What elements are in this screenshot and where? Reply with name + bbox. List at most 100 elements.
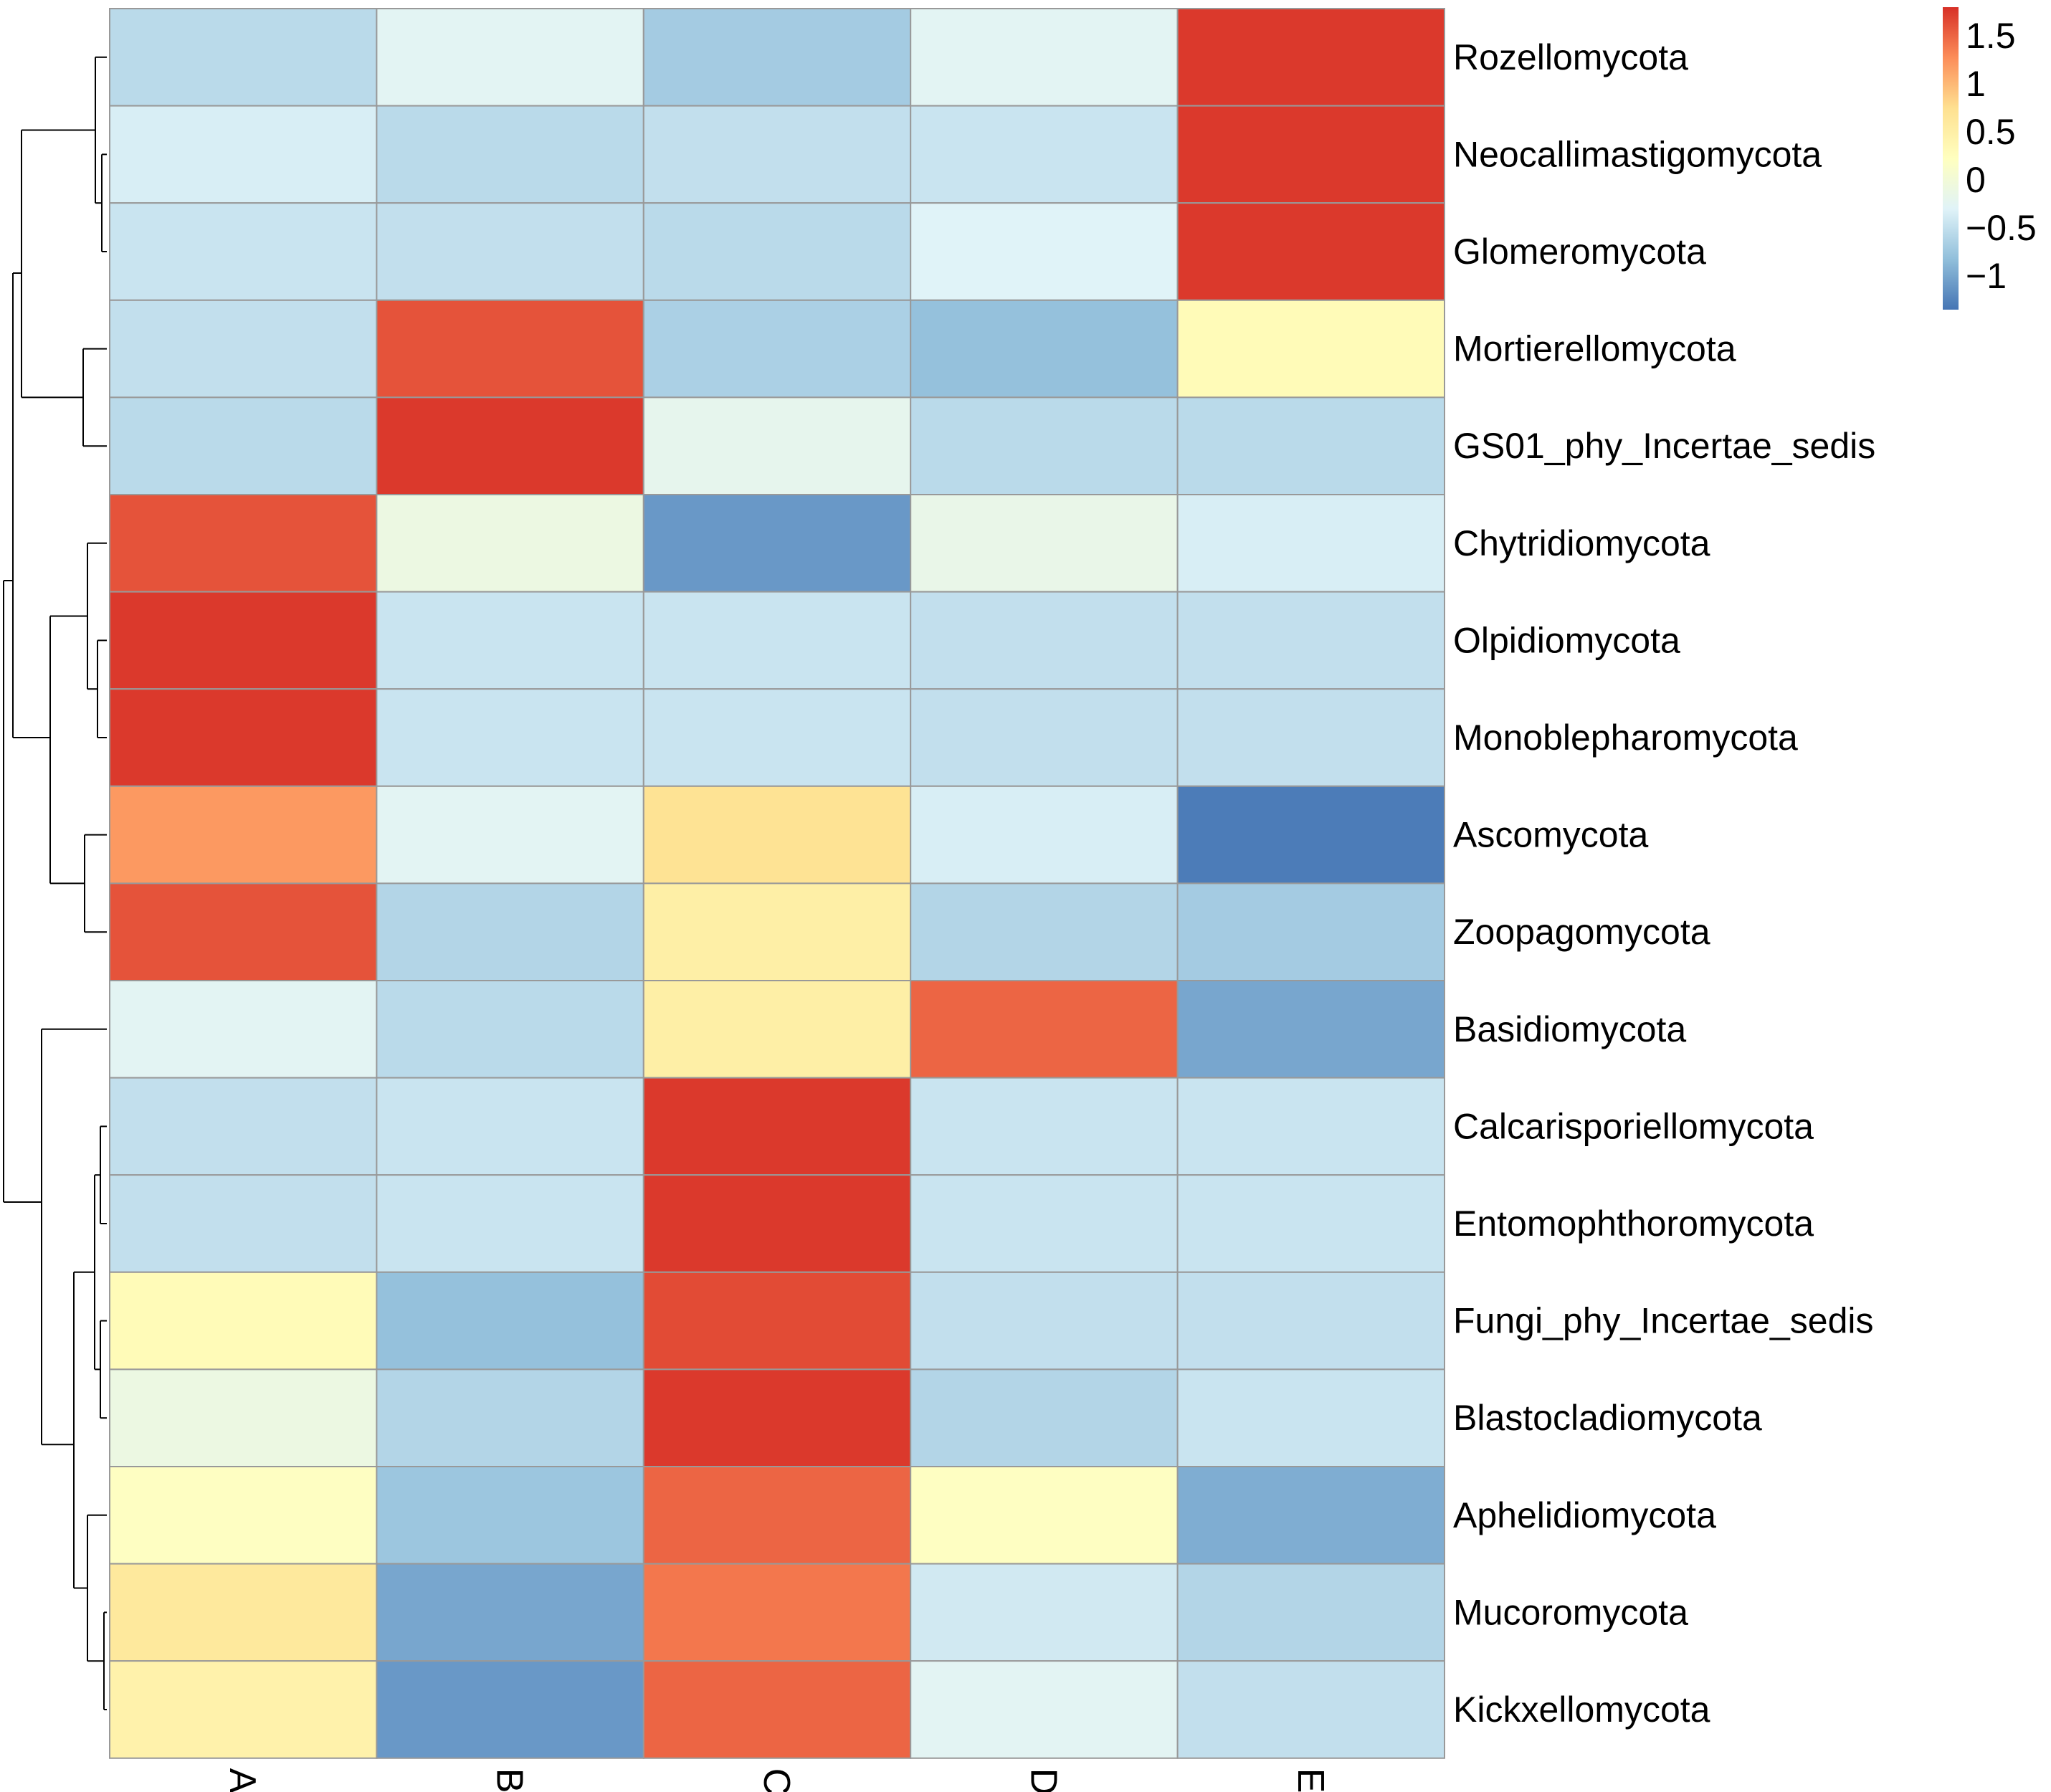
- row-labels: Rozellomycota Neocallimastigomycota Glomer…: [1453, 37, 1875, 1730]
- heatmap-cell-11-B: [376, 980, 644, 1079]
- heatmap-cell-12-C: [642, 1077, 912, 1176]
- row-label: GS01_phy_Incertae_sedis: [1453, 426, 1875, 466]
- heatmap-cell-8-E: [1176, 688, 1445, 787]
- heatmap-cell-16-C: [642, 1466, 912, 1565]
- heatmap-cell-4-C: [642, 299, 912, 399]
- legend-tick-label: −0.5: [1966, 208, 2037, 248]
- row-label: Mucoromycota: [1453, 1592, 1688, 1632]
- heatmap-cell-14-D: [910, 1271, 1179, 1371]
- heatmap-cell-5-C: [642, 396, 912, 496]
- heatmap-cell-4-E: [1176, 299, 1445, 399]
- legend-tick-label: 0: [1966, 160, 1986, 200]
- heatmap-cell-16-D: [910, 1466, 1179, 1565]
- heatmap-cell-9-C: [642, 785, 912, 885]
- heatmap-cell-10-C: [642, 882, 912, 982]
- heatmap-cells: [109, 8, 1445, 1759]
- heatmap-cell-11-D: [910, 980, 1179, 1079]
- heatmap-cell-1-A: [109, 8, 378, 107]
- heatmap-cell-5-E: [1176, 396, 1445, 496]
- heatmap-cell-3-B: [376, 202, 644, 301]
- row-label: Neocallimastigomycota: [1453, 134, 1822, 174]
- heatmap-cell-7-D: [910, 591, 1179, 690]
- heatmap-cell-13-B: [376, 1174, 644, 1273]
- heatmap-cell-10-A: [109, 882, 378, 982]
- heatmap-cell-17-A: [109, 1563, 378, 1662]
- heatmap-cell-3-D: [910, 202, 1179, 301]
- column-label: D: [1022, 1768, 1064, 1792]
- heatmap-cell-18-B: [376, 1660, 644, 1759]
- legend-color-bar: [1943, 7, 1959, 310]
- heatmap-cell-14-E: [1176, 1271, 1445, 1371]
- heatmap-cell-15-C: [642, 1368, 912, 1468]
- heatmap-cell-9-E: [1176, 785, 1445, 885]
- row-label: Glomeromycota: [1453, 232, 1706, 272]
- heatmap-cell-12-E: [1176, 1077, 1445, 1176]
- row-label: Kickxellomycota: [1453, 1689, 1710, 1730]
- row-label: Monoblepharomycota: [1453, 718, 1798, 758]
- legend-tick-label: 0.5: [1966, 112, 2016, 152]
- heatmap-cell-15-E: [1176, 1368, 1445, 1468]
- row-label: Mortierellomycota: [1453, 329, 1736, 369]
- heatmap-cell-2-E: [1176, 105, 1445, 204]
- column-label: B: [489, 1768, 530, 1792]
- heatmap-cell-15-A: [109, 1368, 378, 1468]
- heatmap-cell-2-D: [910, 105, 1179, 204]
- heatmap-cell-13-A: [109, 1174, 378, 1273]
- heatmap-cell-15-D: [910, 1368, 1179, 1468]
- heatmap-cell-14-A: [109, 1271, 378, 1371]
- row-label: Ascomycota: [1453, 815, 1649, 855]
- heatmap-cell-13-C: [642, 1174, 912, 1273]
- heatmap-cell-13-D: [910, 1174, 1179, 1273]
- heatmap-cell-4-D: [910, 299, 1179, 399]
- heatmap-cell-16-A: [109, 1466, 378, 1565]
- row-label: Zoopagomycota: [1453, 912, 1710, 952]
- heatmap-cell-14-B: [376, 1271, 644, 1371]
- heatmap-cell-8-C: [642, 688, 912, 787]
- row-label: Chytridiomycota: [1453, 523, 1710, 563]
- heatmap-cell-6-E: [1176, 494, 1445, 593]
- heatmap-cell-2-B: [376, 105, 644, 204]
- heatmap-cell-10-D: [910, 882, 1179, 982]
- column-labels: A B C D E: [222, 1768, 1331, 1792]
- heatmap-cell-9-B: [376, 785, 644, 885]
- heatmap-cell-11-A: [109, 980, 378, 1079]
- heatmap-cell-6-C: [642, 494, 912, 593]
- heatmap-cell-5-B: [376, 396, 644, 496]
- heatmap-cell-7-C: [642, 591, 912, 690]
- legend-tick-label: 1: [1966, 64, 1986, 104]
- heatmap-cell-12-A: [109, 1077, 378, 1176]
- heatmap-cell-3-C: [642, 202, 912, 301]
- heatmap-cell-4-A: [109, 299, 378, 399]
- heatmap-cell-1-C: [642, 8, 912, 107]
- heatmap-cell-1-B: [376, 8, 644, 107]
- heatmap-cell-10-E: [1176, 882, 1445, 982]
- heatmap-cell-17-D: [910, 1563, 1179, 1662]
- heatmap-cell-16-E: [1176, 1466, 1445, 1565]
- heatmap-cell-6-A: [109, 494, 378, 593]
- heatmap-cell-17-C: [642, 1563, 912, 1662]
- heatmap-cell-6-D: [910, 494, 1179, 593]
- heatmap-cell-5-A: [109, 396, 378, 496]
- heatmap-cell-11-C: [642, 980, 912, 1079]
- heatmap-cell-18-C: [642, 1660, 912, 1759]
- legend-tick-label: 1.5: [1966, 16, 2016, 56]
- heatmap-cell-7-A: [109, 591, 378, 690]
- row-label: Basidiomycota: [1453, 1009, 1686, 1049]
- row-dendrogram: [3, 56, 107, 1710]
- row-label: Rozellomycota: [1453, 37, 1688, 77]
- heatmap-cell-2-A: [109, 105, 378, 204]
- heatmap-cell-8-B: [376, 688, 644, 787]
- heatmap-cell-4-B: [376, 299, 644, 399]
- heatmap-cell-17-E: [1176, 1563, 1445, 1662]
- heatmap-cell-3-A: [109, 202, 378, 301]
- heatmap-cell-1-E: [1176, 8, 1445, 107]
- heatmap-cell-12-D: [910, 1077, 1179, 1176]
- legend-tick-label: −1: [1966, 256, 2007, 296]
- heatmap-cell-1-D: [910, 8, 1179, 107]
- row-label: Fungi_phy_Incertae_sedis: [1453, 1301, 1874, 1341]
- row-label: Olpidiomycota: [1453, 620, 1680, 660]
- row-label: Calcarisporiellomycota: [1453, 1106, 1814, 1146]
- heatmap-cell-9-A: [109, 785, 378, 885]
- row-label: Aphelidiomycota: [1453, 1495, 1716, 1535]
